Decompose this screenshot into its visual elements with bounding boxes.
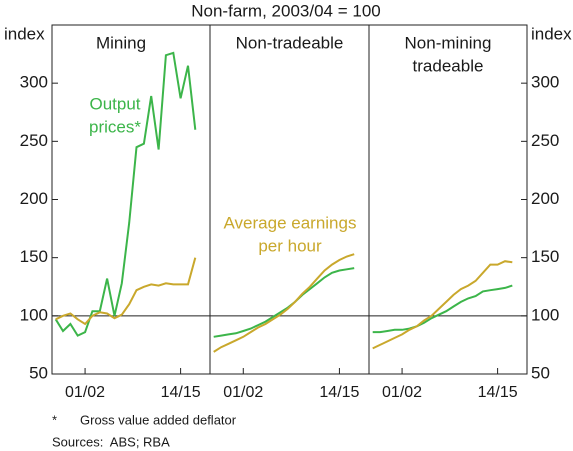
y-tick-label: 50 (531, 363, 550, 382)
chart-title: Non-farm, 2003/04 = 100 (191, 1, 380, 20)
series-line (213, 253, 355, 353)
sources: Sources: ABS; RBA (52, 434, 170, 449)
panel-title: Mining (96, 33, 146, 52)
y-axis-label: index (531, 24, 572, 43)
x-tick-label: 01/02 (65, 384, 105, 401)
footnote: Gross value added deflator (80, 412, 237, 427)
series-line (213, 267, 355, 338)
y-tick-label: 250 (20, 131, 48, 150)
annotation: prices* (89, 117, 141, 136)
x-tick-label: 14/15 (319, 384, 359, 401)
x-tick-label: 01/02 (382, 384, 422, 401)
y-tick-label: 300 (20, 73, 48, 92)
y-tick-label: 200 (20, 189, 48, 208)
series-line (372, 260, 513, 350)
x-tick-label: 01/02 (223, 384, 263, 401)
panel-title: Non-mining (405, 33, 492, 52)
panel-title: Non-tradeable (236, 33, 344, 52)
y-tick-label: 100 (531, 305, 559, 324)
annotation: Output (89, 94, 140, 113)
y-axis-label: index (4, 24, 45, 43)
y-tick-label: 150 (20, 247, 48, 266)
y-tick-label: 200 (531, 189, 559, 208)
annotation: per hour (258, 236, 322, 255)
y-tick-label: 50 (29, 363, 48, 382)
series-line (54, 51, 197, 337)
y-tick-label: 300 (531, 73, 559, 92)
x-tick-label: 14/15 (161, 384, 201, 401)
plot-frame (51, 24, 528, 375)
series-line (372, 284, 513, 334)
y-tick-label: 250 (531, 131, 559, 150)
x-tick-label: 14/15 (478, 384, 518, 401)
series-line (55, 257, 197, 326)
annotation: Average earnings (224, 213, 357, 232)
y-tick-label: 100 (20, 305, 48, 324)
y-tick-label: 150 (531, 247, 559, 266)
panel-title: tradeable (413, 56, 484, 75)
footnote-marker: * (52, 412, 57, 427)
